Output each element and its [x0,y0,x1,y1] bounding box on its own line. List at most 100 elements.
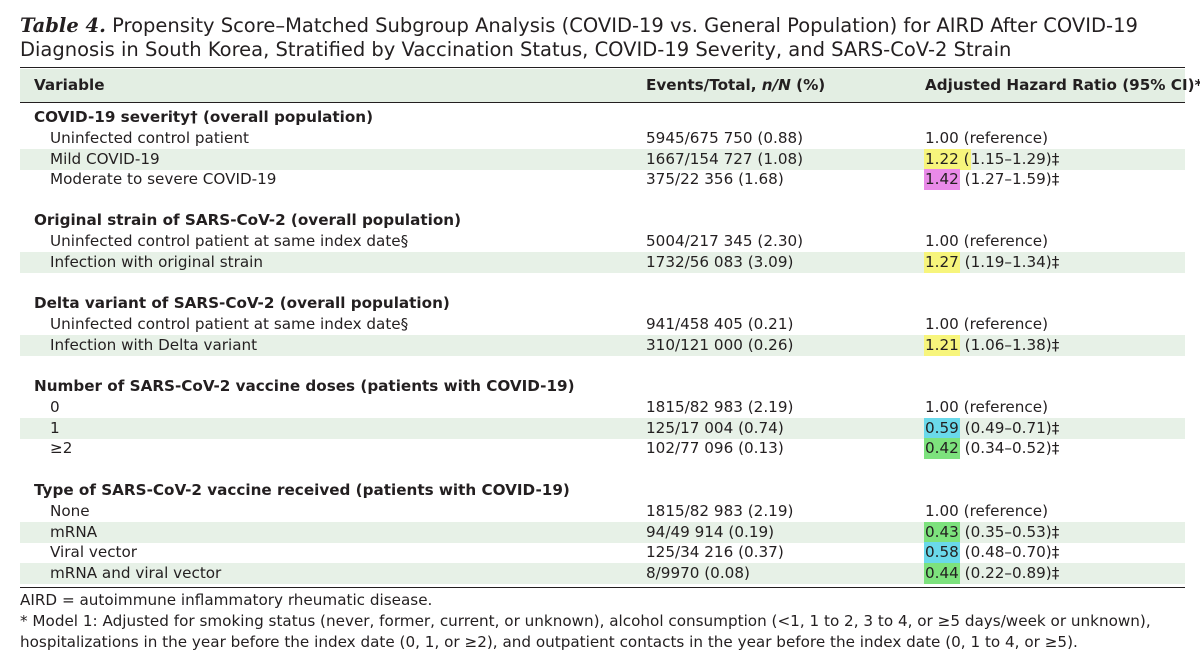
table-row: 1 125/17 004 (0.74) 0.59 (0.49–0.71)‡ [20,417,1185,439]
hazard-ratio-ci: (reference) [958,397,1049,416]
table-number: Table 4. [20,14,106,37]
table-caption: Table 4. Propensity Score–Matched Subgro… [20,14,1185,62]
row-variable: Moderate to severe COVID-19 [50,170,277,189]
row-events: 102/77 096 (0.13) [646,439,784,458]
hazard-ratio-point: 1.21 [924,334,960,356]
row-hazard-ratio: 1.27 (1.19–1.34)‡ [924,251,1060,273]
hazard-ratio-point: 1.42 [924,169,960,191]
table-row: Mild COVID-19 1667/154 727 (1.08) 1.22 (1.… [20,148,1185,170]
row-hazard-ratio: 0.44 (0.22–0.89)‡ [924,563,1060,585]
header-row [20,69,1185,102]
row-variable: Infection with Delta variant [50,335,258,354]
hazard-ratio-ci: (reference) [958,314,1049,333]
row-variable: Uninfected control patient at same index… [50,231,409,250]
hazard-ratio-ci: (0.22–0.89)‡ [959,564,1060,583]
hazard-ratio-point: 1.00 [925,501,959,520]
section-header: Delta variant of SARS-CoV-2 (overall pop… [20,293,1185,314]
table-row: mRNA and viral vector 8/9970 (0.08) 0.44 (… [20,563,1185,585]
row-hazard-ratio: 0.42 (0.34–0.52)‡ [924,438,1060,460]
row-hazard-ratio: 1.00 (reference) [925,314,1048,335]
row-variable: mRNA [50,522,98,541]
hazard-ratio-ci: (0.35–0.53)‡ [959,522,1060,541]
table-row: Moderate to severe COVID-19 375/22 356 (1… [20,169,1185,191]
header-rule [20,102,1185,103]
row-variable: Infection with original strain [50,252,263,271]
section-title: Original strain of SARS-CoV-2 (overall p… [34,211,462,229]
hazard-ratio-point: 1.22 ( [924,148,971,170]
section-header: Type of SARS-CoV-2 vaccine received (pat… [20,480,1185,501]
row-variable: 1 [50,418,60,437]
top-rule [20,67,1185,68]
bottom-rule [20,587,1185,588]
section-header: COVID-19 severity† (overall population) [20,107,1185,128]
footnote-abbreviation: AIRD = autoimmune inflammatory rheumatic… [20,591,433,609]
hazard-ratio-point: 1.00 [925,314,959,333]
table-row: Uninfected control patient at same index… [20,231,1185,252]
hazard-ratio-point: 1.00 [925,397,959,416]
row-hazard-ratio: 0.43 (0.35–0.53)‡ [924,521,1060,543]
row-hazard-ratio: 1.22 (1.15–1.29)‡ [924,148,1060,170]
hazard-ratio-ci: (reference) [958,501,1049,520]
row-variable: Viral vector [50,543,138,562]
hazard-ratio-ci: 1.15–1.29)‡ [970,149,1060,168]
hazard-ratio-ci: (0.49–0.71)‡ [959,418,1060,437]
row-events: 94/49 914 (0.19) [646,522,775,541]
hazard-ratio-point: 0.59 [924,417,960,439]
row-events: 1667/154 727 (1.08) [646,149,804,168]
hazard-ratio-point: 1.00 [925,128,959,147]
row-hazard-ratio: 1.00 (reference) [925,128,1048,149]
header-events-prefix: Events/Total, [646,76,762,94]
hazard-ratio-point: 1.27 [924,251,960,273]
table-row: Viral vector 125/34 216 (0.37) 0.58 (0.48–… [20,542,1185,564]
hazard-ratio-ci: (1.06–1.38)‡ [959,335,1060,354]
row-events: 1732/56 083 (3.09) [646,252,794,271]
row-hazard-ratio: 0.59 (0.49–0.71)‡ [924,417,1060,439]
row-variable: Uninfected control patient at same index… [50,314,409,333]
row-events: 310/121 000 (0.26) [646,335,794,354]
row-hazard-ratio: 1.00 (reference) [925,501,1048,522]
section-title: COVID-19 severity† (overall population) [34,108,374,126]
hazard-ratio-ci: (0.34–0.52)‡ [959,439,1060,458]
row-events: 125/17 004 (0.74) [646,418,784,437]
table-row: Infection with original strain 1732/56 08… [20,251,1185,273]
row-events: 5945/675 750 (0.88) [646,128,804,147]
row-hazard-ratio: 1.00 (reference) [925,397,1048,418]
section-title: Type of SARS-CoV-2 vaccine received (pat… [34,481,570,499]
row-variable: mRNA and viral vector [50,564,222,583]
row-events: 125/34 216 (0.37) [646,543,784,562]
section-title: Number of SARS-CoV-2 vaccine doses (pati… [34,377,575,395]
header-variable: Variable [34,76,105,94]
hazard-ratio-point: 0.44 [924,563,960,585]
table-row: mRNA 94/49 914 (0.19) 0.43 (0.35–0.53)‡ [20,521,1185,543]
row-events: 1815/82 983 (2.19) [646,397,794,416]
row-events: 5004/217 345 (2.30) [646,231,804,250]
hazard-ratio-ci: (reference) [958,231,1049,250]
table-row: Uninfected control patient at same index… [20,314,1185,335]
table-row: Uninfected control patient 5945/675 750 (… [20,128,1185,149]
section-header: Number of SARS-CoV-2 vaccine doses (pati… [20,376,1185,397]
hazard-ratio-point: 1.00 [925,231,959,250]
hazard-ratio-point: 0.42 [924,438,960,460]
row-hazard-ratio: 0.58 (0.48–0.70)‡ [924,542,1060,564]
row-hazard-ratio: 1.21 (1.06–1.38)‡ [924,334,1060,356]
hazard-ratio-point: 0.43 [924,521,960,543]
table-row: Infection with Delta variant 310/121 000 … [20,334,1185,356]
hazard-ratio-ci: (1.19–1.34)‡ [959,252,1060,271]
row-events: 1815/82 983 (2.19) [646,501,794,520]
header-events-suffix: (%) [790,76,826,94]
row-variable: Mild COVID-19 [50,149,160,168]
row-hazard-ratio: 1.42 (1.27–1.59)‡ [924,169,1060,191]
hazard-ratio-ci: (0.48–0.70)‡ [959,543,1060,562]
table-row: ≥2 102/77 096 (0.13) 0.42 (0.34–0.52)‡ [20,438,1185,460]
row-hazard-ratio: 1.00 (reference) [925,231,1048,252]
section-header: Original strain of SARS-CoV-2 (overall p… [20,210,1185,231]
row-events: 8/9970 (0.08) [646,564,750,583]
hazard-ratio-ci: (reference) [958,128,1049,147]
row-variable: None [50,501,90,520]
hazard-ratio-ci: (1.27–1.59)‡ [959,170,1060,189]
hazard-ratio-point: 0.58 [924,542,960,564]
row-events: 375/22 356 (1.68) [646,170,784,189]
section-title: Delta variant of SARS-CoV-2 (overall pop… [34,294,450,312]
header-hazard-ratio: Adjusted Hazard Ratio (95% CI)* [925,76,1200,94]
